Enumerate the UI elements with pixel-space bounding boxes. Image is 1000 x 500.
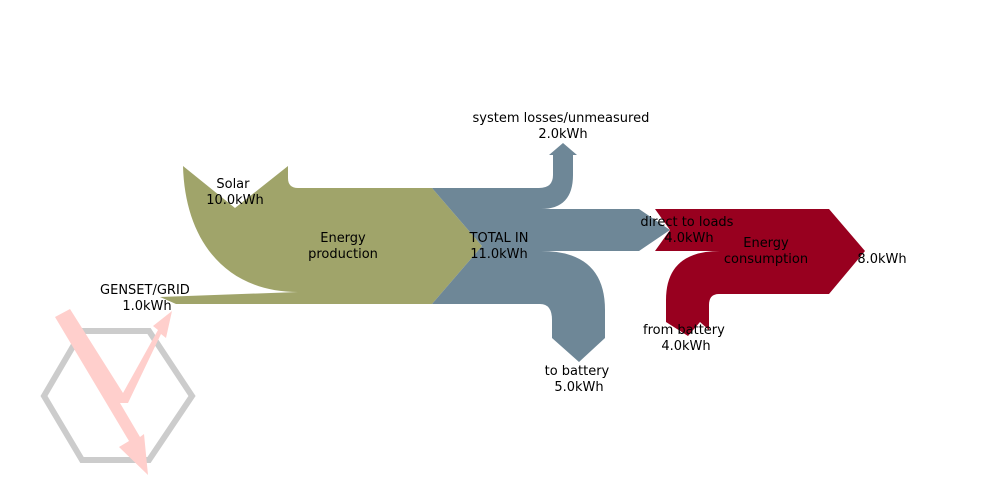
- hexagon-logo-icon: [40, 328, 196, 463]
- production-block-label: Energy production: [308, 231, 378, 262]
- consName-line: Energy: [743, 236, 789, 251]
- solar-label: Solar 10.0kWh: [206, 177, 264, 208]
- system-losses-label: system losses/unmeasured 2.0kWh: [473, 111, 654, 142]
- lightning-bolt-icon: [55, 309, 172, 475]
- consumption-output-label: 8.0kWh: [857, 252, 906, 267]
- totalName-line: 11.0kWh: [470, 247, 528, 262]
- from-battery-label: from battery 4.0kWh: [643, 323, 729, 354]
- prodName-line: Energy: [320, 231, 366, 246]
- genset-grid-label: GENSET/GRID 1.0kWh: [100, 283, 194, 314]
- consName-line: consumption: [724, 252, 808, 267]
- consumption-block-label: Energy consumption: [724, 236, 808, 267]
- total-in-flow: [432, 143, 670, 362]
- production-flow: [160, 166, 482, 304]
- consumption-flow: [655, 209, 865, 336]
- to-battery-label: to battery 5.0kWh: [545, 364, 614, 395]
- direct-to-loads-label: direct to loads 4.0kWh: [640, 215, 737, 246]
- total-in-label: TOTAL IN 11.0kWh: [469, 231, 529, 262]
- prodName-line: production: [308, 247, 378, 262]
- totalName-line: TOTAL IN: [469, 231, 529, 246]
